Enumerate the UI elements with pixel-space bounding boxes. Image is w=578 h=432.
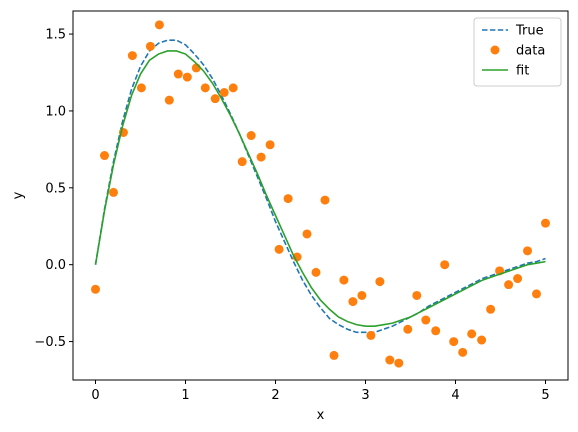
data-point	[210, 94, 220, 104]
data-point	[228, 83, 238, 93]
data-point	[283, 194, 293, 204]
y-tick-label: −0.5	[34, 335, 66, 350]
data-point	[440, 260, 450, 270]
data-point	[265, 140, 275, 150]
data-point	[375, 277, 385, 287]
data-point	[127, 51, 137, 61]
data-point	[237, 157, 247, 167]
data-point	[357, 290, 367, 300]
y-tick-label: 1.5	[45, 28, 66, 43]
data-point	[339, 275, 349, 285]
data-point	[504, 280, 514, 290]
x-tick-label: 2	[271, 388, 279, 403]
data-point	[246, 131, 256, 141]
x-tick-label: 3	[361, 388, 369, 403]
data-point	[311, 267, 321, 277]
data-point	[91, 284, 100, 294]
data-point	[541, 218, 550, 228]
data-point	[348, 297, 358, 307]
data-point	[164, 95, 174, 105]
x-axis-label: x	[317, 408, 325, 423]
data-point	[154, 20, 164, 30]
y-axis-label: y	[11, 191, 26, 199]
x-tick-label: 5	[541, 388, 549, 403]
series-line-true	[94, 39, 546, 334]
legend-marker-data	[490, 45, 500, 55]
x-tick-label: 0	[91, 388, 99, 403]
axis-ticks: 0 1 2 3 4 5 −0.5 0.0 0.5 1.0 1.5	[34, 28, 549, 403]
plot-area	[91, 20, 550, 368]
data-point	[136, 83, 146, 93]
data-point	[421, 315, 431, 325]
data-point	[219, 87, 229, 97]
data-point	[200, 83, 210, 93]
data-point	[256, 152, 266, 162]
data-point	[100, 151, 109, 161]
data-point	[182, 72, 192, 82]
data-point	[403, 324, 413, 334]
legend-label-data: data	[516, 44, 545, 59]
data-point	[513, 274, 523, 284]
axes-frame	[72, 10, 569, 381]
data-point	[320, 195, 330, 205]
y-tick-label: 1.0	[45, 104, 66, 119]
legend-label-fit: fit	[516, 64, 529, 79]
series-line-fit	[94, 50, 546, 327]
data-point	[302, 229, 312, 239]
legend-box	[473, 17, 562, 87]
data-point	[449, 337, 459, 347]
data-point	[366, 330, 376, 340]
data-point	[467, 329, 477, 339]
data-point	[477, 335, 487, 345]
data-point	[173, 69, 183, 79]
data-point	[109, 187, 118, 197]
data-point	[532, 289, 541, 299]
y-tick-label: 0.5	[45, 181, 66, 196]
x-tick-label: 4	[451, 388, 459, 403]
data-point	[431, 326, 441, 336]
data-point	[523, 246, 532, 256]
legend-label-true: True	[515, 24, 544, 39]
y-tick-label: 0.0	[45, 258, 66, 273]
data-point	[385, 355, 395, 365]
x-tick-label: 1	[181, 388, 189, 403]
data-point	[412, 290, 422, 300]
data-point	[486, 304, 496, 314]
data-point	[394, 358, 404, 368]
legend: True data fit	[473, 17, 562, 87]
data-point	[274, 244, 284, 254]
data-point	[145, 41, 155, 51]
data-point	[458, 347, 468, 357]
data-point	[329, 350, 339, 360]
